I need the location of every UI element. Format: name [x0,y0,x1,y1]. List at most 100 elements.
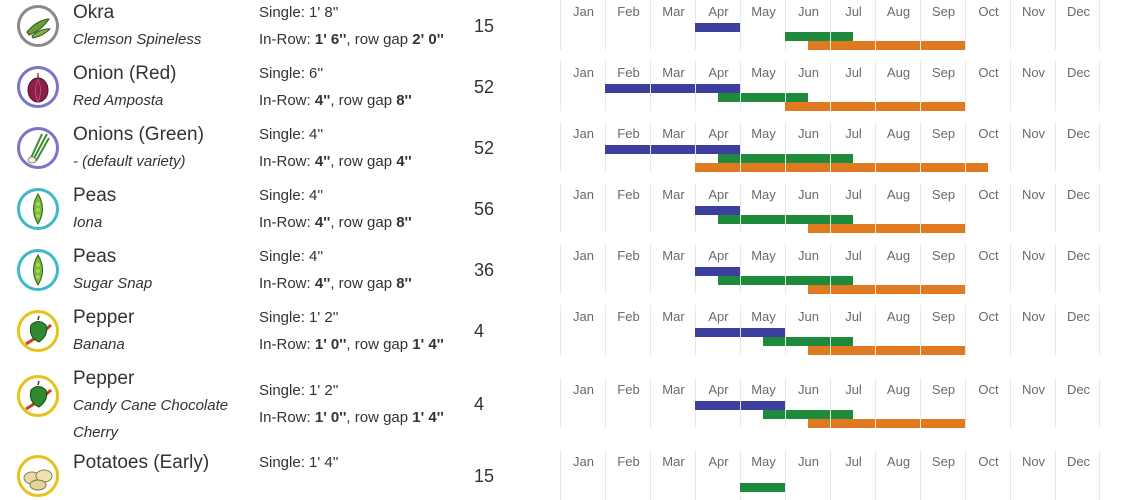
month-column: May [740,244,785,294]
month-column: Oct [965,244,1010,294]
month-label: Feb [617,187,640,202]
row-gap-label: , row gap [330,153,397,170]
plant-row[interactable]: Onion (Red) Red Amposta Single: 6'' In-Row:… [0,61,1130,117]
single-label: Single: [259,126,310,143]
month-column: Nov [1010,0,1055,50]
transplant-bar [717,154,853,163]
month-label: Nov [1021,187,1046,202]
plant-row[interactable]: Onions (Green) - (default variety) Single:… [0,122,1130,178]
row-gap-value: 4'' [396,153,412,170]
month-label: Jan [573,309,594,324]
month-column: Aug [875,244,920,294]
month-label: Jan [573,454,594,469]
month-label: Apr [708,126,729,141]
month-label: Apr [708,248,729,263]
month-label: Oct [978,248,999,263]
month-label: Mar [662,65,685,80]
month-column: Feb [605,244,650,294]
plant-name: Onions (Green) [73,124,204,145]
month-label: Oct [978,382,999,397]
month-label: Sep [931,382,956,397]
in-row-spacing: In-Row: 4'', row gap 4'' [259,153,412,170]
month-column: Oct [965,122,1010,172]
plant-row[interactable]: Potatoes (Early) Single: 1' 4'' 15 Jan Feb Ma… [0,450,1130,500]
month-column: Jul [830,378,875,428]
single-spacing: Single: 1' 4'' [259,454,339,471]
pepper-icon [17,375,59,417]
plant-row[interactable]: Peas Sugar Snap Single: 4'' In-Row: 4'', ro… [0,244,1130,300]
single-value: 1' 2'' [309,309,339,326]
single-spacing: Single: 4'' [259,248,323,265]
month-label: Jul [845,248,862,263]
month-column: Jun [785,183,830,233]
plant-row[interactable]: Okra Clemson Spineless Single: 1' 8'' In-Ro… [0,0,1130,56]
month-column: Dec [1055,305,1100,355]
month-label: Nov [1021,4,1046,19]
month-column: Oct [965,183,1010,233]
plant-name: Pepper [73,368,135,389]
in-row-label: In-Row: [259,153,315,170]
month-label: Nov [1021,382,1046,397]
month-column: Jul [830,122,875,172]
month-label: Jul [845,65,862,80]
row-gap-value: 1' 4'' [412,336,444,353]
month-column: Sep [920,61,965,111]
month-label: Sep [931,65,956,80]
harvest-bar [807,346,965,355]
month-column: May [740,61,785,111]
in-row-value: 1' 0'' [314,336,347,353]
row-gap-value: 8'' [396,275,412,292]
month-column: Dec [1055,183,1100,233]
month-label: Mar [662,309,685,324]
month-column: Sep [920,183,965,233]
month-column: Oct [965,305,1010,355]
plant-variety: Candy Cane Chocolate [73,397,229,414]
month-column: Oct [965,450,1010,500]
month-column: May [740,122,785,172]
month-label: Aug [886,4,911,19]
month-label: Apr [708,187,729,202]
month-label: Oct [978,4,999,19]
single-value: 4'' [309,248,324,265]
in-row-value: 4'' [314,214,331,231]
month-column: Dec [1055,122,1100,172]
month-column: Mar [650,305,695,355]
month-label: Jan [573,382,594,397]
month-column: Jan [560,378,605,428]
month-label: May [751,4,776,19]
transplant-bar [762,337,853,346]
month-label: Mar [662,454,685,469]
month-label: Apr [708,454,729,469]
plant-row[interactable]: Pepper Candy Cane Chocolate Cherry Single: … [0,366,1130,446]
month-column: Aug [875,305,920,355]
month-label: Jan [573,248,594,263]
planting-calendar: Jan Feb Mar Apr May Jun Jul Aug Sep Oct Nov Dec [560,122,1100,172]
planting-calendar: Jan Feb Mar Apr May Jun Jul Aug Sep Oct Nov Dec [560,61,1100,111]
single-spacing: Single: 1' 8'' [259,4,339,21]
month-label: May [751,454,776,469]
month-column: Feb [605,183,650,233]
in-row-value: 1' 0'' [314,409,347,426]
month-label: Jun [798,126,819,141]
plant-name: Peas [73,185,117,206]
plant-row[interactable]: Pepper Banana Single: 1' 2'' In-Row: 1' 0''… [0,305,1130,361]
month-label: Jul [845,4,862,19]
month-label: Dec [1066,65,1091,80]
plant-variety: Sugar Snap [73,275,153,292]
plant-row[interactable]: Peas Iona Single: 4'' In-Row: 4'', row gap … [0,183,1130,239]
month-column: Sep [920,450,965,500]
indoor-bar [695,267,740,276]
in-row-spacing: In-Row: 1' 0'', row gap 1' 4'' [259,336,444,353]
month-label: Aug [886,187,911,202]
month-label: Jul [845,309,862,324]
month-label: Jul [845,454,862,469]
month-label: Feb [617,382,640,397]
month-label: May [751,248,776,263]
planting-calendar: Jan Feb Mar Apr May Jun Jul Aug Sep Oct Nov Dec [560,183,1100,233]
single-label: Single: [259,4,310,21]
month-label: Jan [573,65,594,80]
indoor-bar [695,206,740,215]
month-column: Feb [605,305,650,355]
indoor-bar [605,145,740,154]
row-gap-label: , row gap [346,31,413,48]
